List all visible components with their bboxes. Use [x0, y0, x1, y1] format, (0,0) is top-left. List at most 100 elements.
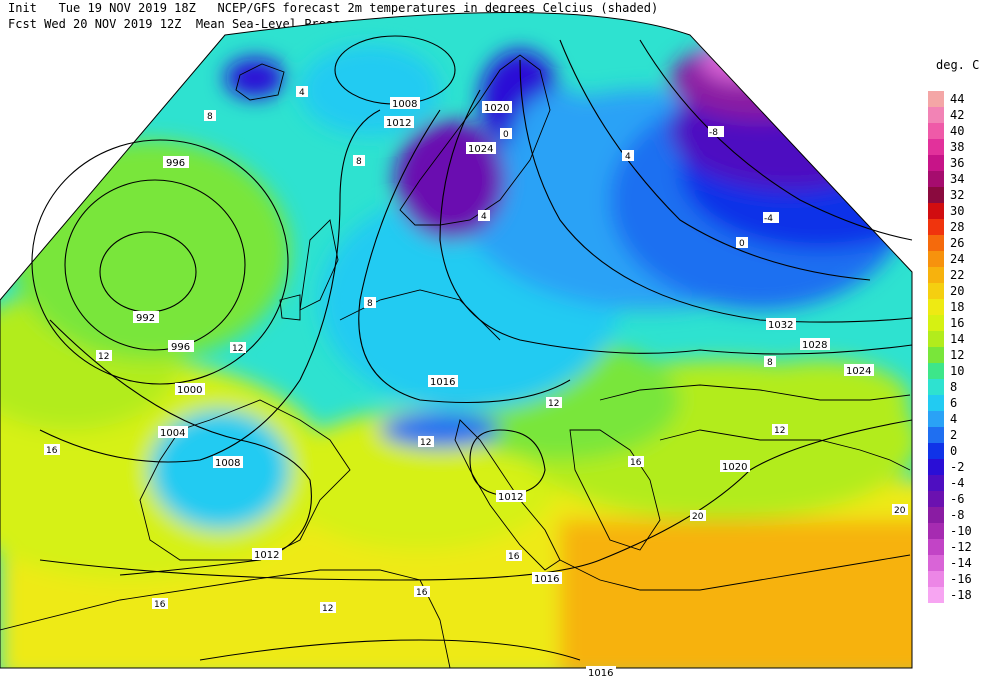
isobar-label: 996	[171, 342, 190, 353]
legend-entry: 4	[928, 411, 1000, 427]
temp-label: 8	[367, 299, 373, 309]
legend-entry: 6	[928, 395, 1000, 411]
legend-entry: 16	[928, 315, 1000, 331]
legend-label: 16	[950, 316, 965, 330]
legend-label: 44	[950, 92, 965, 106]
legend-swatch	[928, 235, 944, 251]
legend-swatch	[928, 347, 944, 363]
legend-swatch	[928, 379, 944, 395]
temp-label: 12	[322, 604, 333, 614]
legend-swatch	[928, 523, 944, 539]
legend-entry: -4	[928, 475, 1000, 491]
legend-swatch	[928, 171, 944, 187]
legend-label: -6	[950, 492, 965, 506]
legend-entry: 38	[928, 139, 1000, 155]
legend-entry: 28	[928, 219, 1000, 235]
legend-label: 26	[950, 236, 965, 250]
legend-label: 2	[950, 428, 958, 442]
legend-swatch	[928, 571, 944, 587]
legend-label: -2	[950, 460, 965, 474]
legend-swatch	[928, 443, 944, 459]
legend-label: 14	[950, 332, 965, 346]
temp-label: -4	[764, 214, 773, 224]
legend-entry: -6	[928, 491, 1000, 507]
temp-label: 0	[739, 239, 745, 249]
legend-swatch	[928, 251, 944, 267]
temp-label: 12	[420, 438, 431, 448]
legend-label: 30	[950, 204, 965, 218]
coastlines	[0, 54, 911, 669]
legend-entry: 24	[928, 251, 1000, 267]
legend-entry: 18	[928, 299, 1000, 315]
temp-label: 12	[548, 399, 559, 409]
isobar-labels: 992 996 996 1000 1004 1008 1008 1012 101…	[133, 97, 874, 679]
legend-label: 18	[950, 300, 965, 314]
isobar-label: 992	[136, 313, 155, 324]
legend-label: 24	[950, 252, 965, 266]
legend-label: 22	[950, 268, 965, 282]
legend-swatch	[928, 427, 944, 443]
legend-swatch	[928, 539, 944, 555]
temp-label: 4	[299, 88, 305, 98]
legend-entry: 44	[928, 91, 1000, 107]
legend-label: 42	[950, 108, 965, 122]
legend-swatch	[928, 331, 944, 347]
isobar-label: 1012	[254, 550, 279, 561]
legend-entry: -16	[928, 571, 1000, 587]
legend-entry: -2	[928, 459, 1000, 475]
temperature-labels: 4 8 8 8 12 12 12 12 12 16 16 16 16 20 20…	[44, 86, 908, 614]
temp-label: 12	[98, 352, 109, 362]
isobar-label: 1028	[802, 340, 827, 351]
legend-label: 4	[950, 412, 958, 426]
legend-label: -4	[950, 476, 965, 490]
legend-swatch	[928, 203, 944, 219]
legend-label: -18	[950, 588, 972, 602]
temp-label: 8	[767, 358, 773, 368]
isobar-label: 1008	[215, 458, 240, 469]
legend-label: -10	[950, 524, 972, 538]
legend-swatch	[928, 91, 944, 107]
legend-swatch	[928, 395, 944, 411]
legend-entry: -12	[928, 539, 1000, 555]
legend-entry: 12	[928, 347, 1000, 363]
isobars	[31, 35, 913, 661]
legend-entry: 22	[928, 267, 1000, 283]
legend-swatch	[928, 283, 944, 299]
legend-swatch	[928, 219, 944, 235]
legend-swatch	[928, 411, 944, 427]
legend-swatch	[928, 363, 944, 379]
legend-label: -8	[950, 508, 965, 522]
legend-swatch	[928, 459, 944, 475]
legend-swatch	[928, 491, 944, 507]
legend-swatch	[928, 475, 944, 491]
isobar-label: 1024	[468, 144, 493, 155]
isobar-label: 1016	[430, 377, 455, 388]
legend-swatch	[928, 139, 944, 155]
isobar-label: 1016	[588, 668, 613, 679]
isobar-label: 1016	[534, 574, 559, 585]
legend-label: 12	[950, 348, 965, 362]
legend-swatch	[928, 123, 944, 139]
legend-entry: 10	[928, 363, 1000, 379]
legend-entry: 34	[928, 171, 1000, 187]
temp-label: 16	[416, 588, 428, 598]
init-line: Init Tue 19 NOV 2019 18Z NCEP/GFS foreca…	[8, 1, 659, 15]
temp-label: 16	[508, 552, 520, 562]
legend-entry: 0	[928, 443, 1000, 459]
legend-swatch	[928, 299, 944, 315]
legend-label: 40	[950, 124, 965, 138]
legend-entry: 32	[928, 187, 1000, 203]
legend-label: -16	[950, 572, 972, 586]
temp-label: 20	[894, 506, 906, 516]
legend-entry: 26	[928, 235, 1000, 251]
legend-title: deg. C	[936, 58, 980, 72]
isobar-label: 996	[166, 158, 185, 169]
legend-entry: -14	[928, 555, 1000, 571]
legend-entry: 2	[928, 427, 1000, 443]
legend-label: 38	[950, 140, 965, 154]
temp-label: 16	[154, 600, 166, 610]
temp-label: -8	[709, 128, 718, 138]
temp-label: 20	[692, 512, 704, 522]
legend-swatch	[928, 315, 944, 331]
